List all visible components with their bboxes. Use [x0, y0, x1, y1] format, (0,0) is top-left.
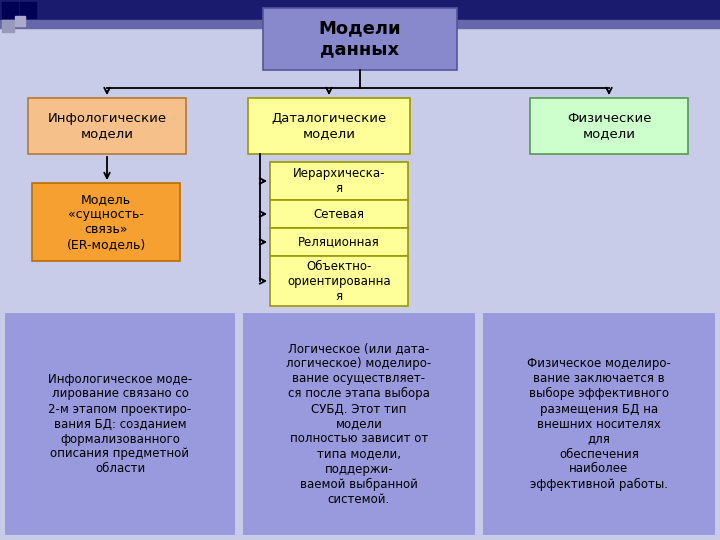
Text: Сетевая: Сетевая — [313, 207, 364, 220]
Text: Логическое (или дата-
логическое) моделиро-
вание осуществляет-
ся после этапа в: Логическое (или дата- логическое) модели… — [287, 342, 431, 505]
FancyBboxPatch shape — [483, 313, 715, 535]
Text: Физические
модели: Физические модели — [567, 112, 652, 140]
FancyBboxPatch shape — [248, 98, 410, 154]
FancyBboxPatch shape — [5, 313, 235, 535]
FancyBboxPatch shape — [270, 256, 408, 306]
Text: Инфологическое моде-
лирование связано со
2-м этапом проектиро-
вания БД: создан: Инфологическое моде- лирование связано с… — [48, 373, 192, 476]
Text: Модели
данных: Модели данных — [319, 19, 401, 58]
FancyBboxPatch shape — [270, 162, 408, 200]
Bar — [15, 16, 25, 26]
FancyBboxPatch shape — [32, 183, 180, 261]
FancyBboxPatch shape — [28, 98, 186, 154]
FancyBboxPatch shape — [263, 8, 457, 70]
Bar — [0, 20, 720, 28]
Bar — [2, 2, 18, 18]
FancyBboxPatch shape — [270, 200, 408, 228]
Text: Физическое моделиро-
вание заключается в
выборе эффективного
размещения БД на
вн: Физическое моделиро- вание заключается в… — [527, 357, 671, 491]
Text: Иерархическа-
я: Иерархическа- я — [293, 167, 385, 195]
Text: Реляционная: Реляционная — [298, 235, 380, 248]
Text: Даталогические
модели: Даталогические модели — [271, 112, 387, 140]
FancyBboxPatch shape — [243, 313, 475, 535]
Text: Модель
«сущность-
связь»
(ER-модель): Модель «сущность- связь» (ER-модель) — [66, 193, 145, 251]
Text: Инфологические
модели: Инфологические модели — [48, 112, 166, 140]
Bar — [2, 20, 14, 32]
FancyBboxPatch shape — [270, 228, 408, 256]
FancyBboxPatch shape — [530, 98, 688, 154]
Text: Объектно-
ориентированна
я: Объектно- ориентированна я — [287, 260, 391, 302]
Bar — [20, 2, 36, 18]
Bar — [0, 0, 720, 20]
